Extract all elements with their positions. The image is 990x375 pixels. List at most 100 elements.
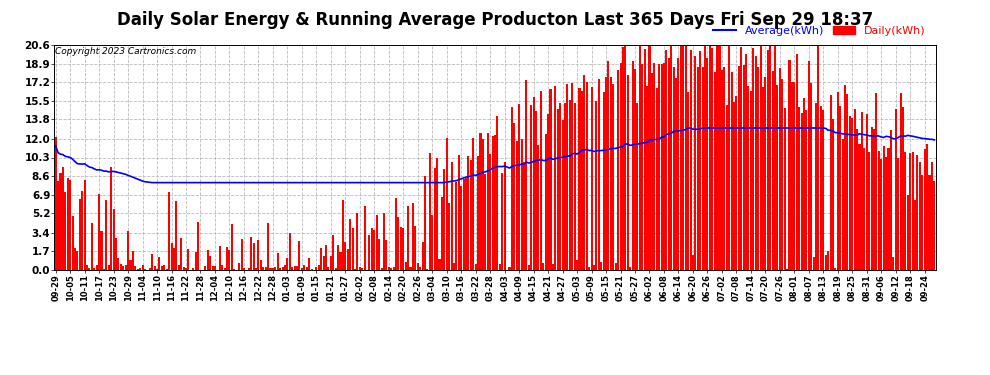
Bar xyxy=(383,213,385,270)
Bar xyxy=(163,265,165,270)
Bar xyxy=(644,49,645,270)
Bar xyxy=(375,214,378,270)
Bar xyxy=(736,96,738,270)
Bar xyxy=(219,246,221,270)
Bar xyxy=(243,268,245,270)
Bar xyxy=(675,78,677,270)
Bar xyxy=(294,266,296,270)
Bar xyxy=(417,263,419,270)
Bar xyxy=(492,135,494,270)
Bar xyxy=(103,269,105,270)
Bar xyxy=(895,109,897,270)
Bar xyxy=(714,72,716,270)
Bar xyxy=(909,153,911,270)
Bar xyxy=(827,251,830,270)
Bar xyxy=(351,228,353,270)
Bar xyxy=(306,267,308,270)
Bar xyxy=(207,250,209,270)
Bar xyxy=(248,267,249,270)
Bar xyxy=(682,45,684,270)
Bar xyxy=(863,148,865,270)
Bar xyxy=(670,45,672,270)
Bar xyxy=(625,46,627,270)
Bar xyxy=(617,70,619,270)
Bar xyxy=(289,234,291,270)
Bar xyxy=(127,231,129,270)
Bar xyxy=(470,160,472,270)
Bar xyxy=(395,198,397,270)
Bar xyxy=(900,93,902,270)
Bar xyxy=(349,219,351,270)
Bar xyxy=(590,87,593,270)
Bar xyxy=(460,186,462,270)
Bar xyxy=(101,231,103,270)
Bar xyxy=(846,94,848,270)
Bar xyxy=(801,113,803,270)
Bar xyxy=(803,98,805,270)
Bar xyxy=(105,201,107,270)
Bar xyxy=(564,103,566,270)
Bar xyxy=(788,60,791,270)
Bar xyxy=(716,46,718,270)
Bar xyxy=(358,267,360,270)
Bar xyxy=(122,266,125,270)
Bar xyxy=(482,139,484,270)
Bar xyxy=(724,68,726,270)
Bar xyxy=(160,266,163,270)
Bar xyxy=(556,110,558,270)
Bar xyxy=(559,103,561,270)
Bar xyxy=(148,268,150,270)
Bar xyxy=(209,256,211,270)
Bar xyxy=(410,267,412,270)
Bar xyxy=(448,203,450,270)
Bar xyxy=(858,144,860,270)
Bar xyxy=(540,91,542,270)
Bar xyxy=(298,242,301,270)
Bar xyxy=(255,268,257,270)
Bar xyxy=(598,79,600,270)
Bar xyxy=(692,255,694,270)
Bar xyxy=(571,83,573,270)
Bar xyxy=(897,158,899,270)
Bar xyxy=(880,159,882,270)
Bar xyxy=(496,116,498,270)
Bar xyxy=(620,63,622,270)
Bar xyxy=(709,45,711,270)
Bar xyxy=(711,48,713,270)
Bar xyxy=(444,169,446,270)
Bar xyxy=(405,262,407,270)
Legend: Average(kWh), Daily(kWh): Average(kWh), Daily(kWh) xyxy=(709,21,930,40)
Bar xyxy=(516,141,518,270)
Bar xyxy=(798,107,800,270)
Bar xyxy=(64,192,66,270)
Bar xyxy=(330,256,332,270)
Bar xyxy=(543,263,545,270)
Bar xyxy=(786,269,788,270)
Bar xyxy=(173,248,175,270)
Bar xyxy=(108,265,110,270)
Bar xyxy=(132,251,134,270)
Bar xyxy=(323,256,325,270)
Bar xyxy=(88,268,90,270)
Bar xyxy=(883,146,885,270)
Bar xyxy=(665,51,667,270)
Bar xyxy=(588,267,590,270)
Bar xyxy=(764,77,766,270)
Bar xyxy=(612,84,615,270)
Bar xyxy=(259,260,262,270)
Bar xyxy=(762,87,764,270)
Bar xyxy=(538,146,540,270)
Bar xyxy=(595,101,597,270)
Bar xyxy=(769,45,771,270)
Bar xyxy=(578,88,580,270)
Bar xyxy=(501,173,503,270)
Bar xyxy=(175,201,177,270)
Bar xyxy=(738,66,740,270)
Bar xyxy=(487,134,489,270)
Bar xyxy=(269,268,271,270)
Bar xyxy=(808,61,810,270)
Bar xyxy=(820,106,822,270)
Bar xyxy=(296,266,298,270)
Bar xyxy=(531,105,533,270)
Bar xyxy=(603,92,605,270)
